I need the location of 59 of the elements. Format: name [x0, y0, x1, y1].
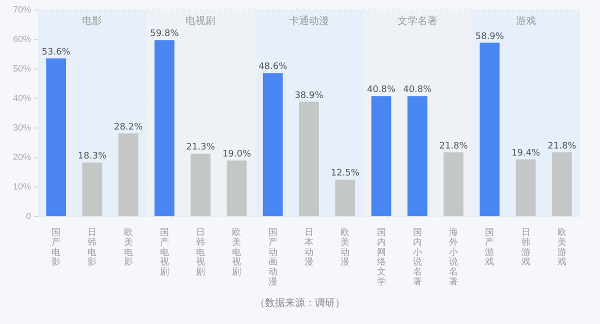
band-label: 卡通动漫 — [289, 15, 330, 27]
bar — [262, 73, 283, 216]
x-tick-label: 欧美动漫 — [340, 227, 350, 267]
x-tick-label: 欧美电视剧 — [232, 227, 242, 277]
bar — [444, 152, 464, 216]
x-tick-label: 国内网络文学 — [376, 227, 386, 287]
data-label: 40.8% — [366, 85, 396, 96]
text: （数据来源：调研） — [254, 296, 346, 310]
y-tick-label: 20% — [13, 152, 32, 162]
data-label: 59.8% — [150, 29, 180, 40]
bar — [335, 180, 356, 216]
bar — [190, 154, 211, 216]
data-label: 28.2% — [114, 122, 144, 132]
x-tick-label: 日韩游戏 — [521, 227, 530, 267]
y-tick-label: 50% — [13, 64, 32, 74]
bar — [82, 162, 102, 216]
band-label: 游戏 — [516, 15, 536, 27]
bar — [516, 159, 536, 216]
bar — [118, 133, 138, 216]
x-tick-label: 日韩电影 — [88, 227, 97, 267]
x-tick-label: 日本动漫 — [304, 227, 314, 267]
x-tick-label: 国产动画动漫 — [268, 227, 278, 287]
bar — [552, 152, 572, 216]
x-tick-label: 国产电影 — [52, 227, 61, 267]
x-tick-label: 海外小说名著 — [449, 227, 458, 287]
data-label: 21.3% — [186, 142, 216, 153]
data-label: 40.8% — [403, 85, 432, 96]
bar — [46, 58, 66, 216]
data-label: 48.6% — [258, 62, 288, 72]
bar — [371, 96, 392, 216]
y-tick-label: 30% — [13, 122, 32, 133]
bar — [226, 160, 247, 216]
x-tick-label: 国产电视剧 — [160, 227, 169, 277]
y-tick-label: 70% — [13, 4, 32, 14]
band-label: 电影 — [82, 15, 102, 27]
x-tick-label: 欧美游戏 — [557, 227, 566, 267]
data-label: 21.8% — [439, 141, 468, 152]
data-label: 19.4% — [512, 148, 541, 158]
y-tick-label: 0 — [26, 211, 32, 222]
x-tick-label: 国内小说名著 — [412, 227, 422, 287]
y-tick-label: 40% — [13, 93, 32, 104]
y-tick-label: 60% — [13, 34, 32, 44]
x-tick-label: 日韩电视剧 — [196, 227, 206, 277]
x-tick-label: 欧美电影 — [124, 227, 133, 267]
bar — [299, 102, 319, 216]
bar — [407, 96, 428, 216]
data-label: 12.5% — [330, 168, 360, 179]
data-label: 21.8% — [548, 141, 577, 152]
band-label: 电视剧 — [186, 15, 216, 27]
data-label: 53.6% — [42, 47, 71, 58]
data-label: 58.9% — [475, 32, 504, 42]
data-label: 18.3% — [78, 152, 107, 162]
band-label: 文学名著 — [397, 15, 438, 27]
x-tick-label: 国产游戏 — [485, 227, 494, 267]
bar — [154, 40, 174, 216]
data-label: 38.9% — [294, 90, 324, 101]
data-label: 19.0% — [222, 150, 252, 160]
bar — [480, 42, 500, 216]
y-tick-label: 10% — [13, 182, 32, 192]
